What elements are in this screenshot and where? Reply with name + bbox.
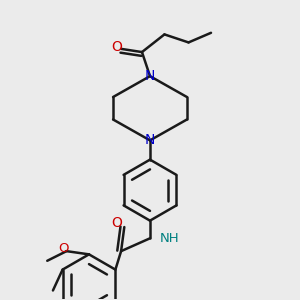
- Text: N: N: [145, 69, 155, 83]
- Text: O: O: [111, 216, 122, 230]
- Text: N: N: [145, 134, 155, 147]
- Text: NH: NH: [160, 232, 179, 245]
- Text: O: O: [111, 40, 122, 54]
- Text: O: O: [58, 242, 69, 255]
